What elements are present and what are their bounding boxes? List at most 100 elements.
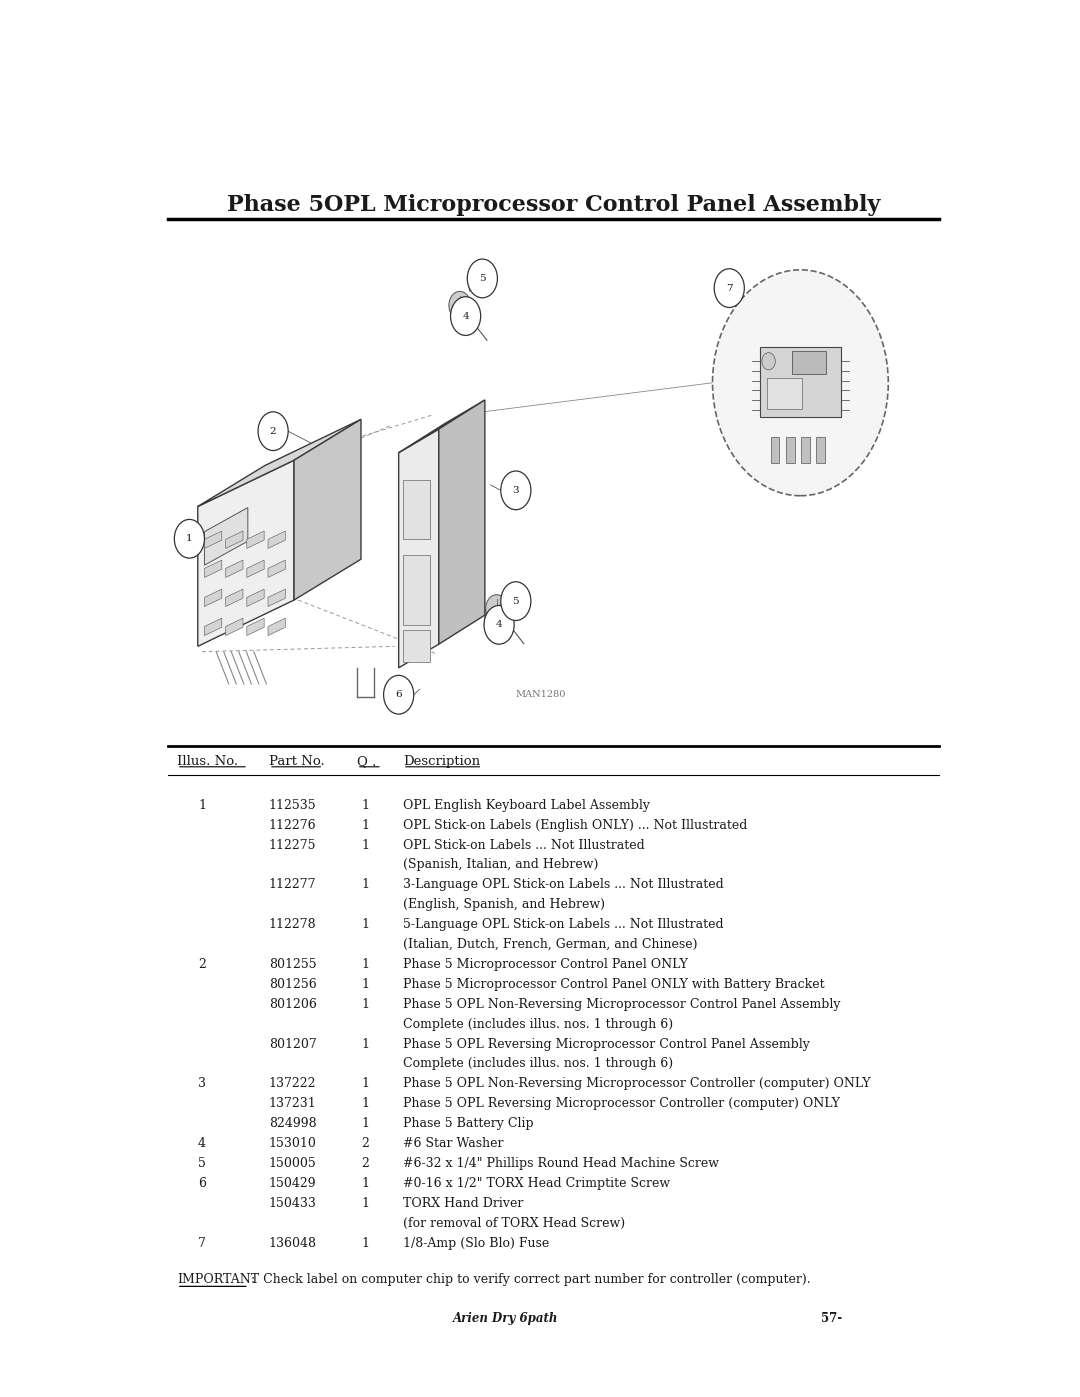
Text: :  Check label on computer chip to verify correct part number for controller (co: : Check label on computer chip to verify…: [252, 1274, 811, 1287]
Polygon shape: [247, 617, 265, 636]
Polygon shape: [268, 617, 285, 636]
Text: Phase 5 Microprocessor Control Panel ONLY: Phase 5 Microprocessor Control Panel ONL…: [403, 958, 688, 971]
Text: 1: 1: [361, 1077, 369, 1091]
Text: 1: 1: [361, 997, 369, 1011]
Bar: [816, 437, 825, 464]
Text: 2: 2: [270, 426, 276, 436]
Polygon shape: [438, 400, 485, 644]
Circle shape: [713, 270, 889, 496]
Text: 137231: 137231: [269, 1097, 316, 1111]
Circle shape: [468, 258, 498, 298]
Text: 4: 4: [198, 1137, 206, 1150]
Text: 801255: 801255: [269, 958, 316, 971]
Bar: [786, 437, 795, 464]
Text: 57-: 57-: [821, 1312, 842, 1326]
Text: Phase 5 Microprocessor Control Panel ONLY with Battery Bracket: Phase 5 Microprocessor Control Panel ONL…: [403, 978, 824, 990]
Text: OPL English Keyboard Label Assembly: OPL English Keyboard Label Assembly: [403, 799, 650, 812]
Text: OPL Stick-on Labels (English ONLY) ... Not Illustrated: OPL Stick-on Labels (English ONLY) ... N…: [403, 819, 747, 831]
Polygon shape: [226, 590, 243, 606]
Polygon shape: [204, 531, 221, 549]
Bar: [403, 555, 430, 624]
Text: 1: 1: [186, 534, 192, 543]
Circle shape: [761, 352, 775, 370]
Text: IMPORTANT: IMPORTANT: [177, 1274, 259, 1287]
Circle shape: [486, 595, 508, 623]
Polygon shape: [294, 419, 361, 601]
Text: 136048: 136048: [269, 1236, 316, 1249]
Text: 4: 4: [496, 620, 502, 629]
Text: 1: 1: [361, 1236, 369, 1249]
Text: 1: 1: [361, 838, 369, 852]
Text: 5: 5: [513, 597, 519, 606]
Text: 3: 3: [198, 1077, 206, 1091]
Text: OPL Stick-on Labels ... Not Illustrated: OPL Stick-on Labels ... Not Illustrated: [403, 838, 645, 852]
Text: 824998: 824998: [269, 1118, 316, 1130]
Text: 112275: 112275: [269, 838, 316, 852]
Bar: [760, 348, 840, 418]
Polygon shape: [399, 429, 438, 668]
Text: TORX Hand Driver: TORX Hand Driver: [403, 1197, 523, 1210]
Text: 2: 2: [198, 958, 206, 971]
Circle shape: [383, 675, 414, 714]
Polygon shape: [247, 531, 265, 549]
Text: Phase 5 OPL Non-Reversing Microprocessor Control Panel Assembly: Phase 5 OPL Non-Reversing Microprocessor…: [403, 997, 840, 1011]
Text: 1: 1: [361, 1176, 369, 1190]
Text: Illus. No.: Illus. No.: [177, 754, 238, 768]
Bar: [771, 437, 780, 464]
Text: 153010: 153010: [269, 1137, 316, 1150]
Circle shape: [258, 412, 288, 451]
Text: 1: 1: [361, 879, 369, 891]
Text: MAN1280: MAN1280: [516, 690, 566, 700]
Polygon shape: [268, 590, 285, 606]
Text: 7: 7: [198, 1236, 206, 1249]
Polygon shape: [226, 531, 243, 549]
Text: 7: 7: [726, 284, 732, 292]
Text: 1: 1: [361, 978, 369, 990]
Text: #0-16 x 1/2" TORX Head Crimptite Screw: #0-16 x 1/2" TORX Head Crimptite Screw: [403, 1176, 670, 1190]
Circle shape: [714, 268, 744, 307]
Text: 112277: 112277: [269, 879, 316, 891]
Polygon shape: [226, 560, 243, 577]
Text: Phase 5 OPL Reversing Microprocessor Controller (computer) ONLY: Phase 5 OPL Reversing Microprocessor Con…: [403, 1097, 840, 1111]
Text: Phase 5 OPL Reversing Microprocessor Control Panel Assembly: Phase 5 OPL Reversing Microprocessor Con…: [403, 1038, 810, 1051]
Polygon shape: [268, 531, 285, 549]
Polygon shape: [204, 590, 221, 606]
Text: 6: 6: [395, 690, 402, 700]
Text: 1: 1: [361, 799, 369, 812]
Text: 1: 1: [361, 918, 369, 932]
Text: 137222: 137222: [269, 1077, 316, 1091]
Text: 2: 2: [361, 1137, 369, 1150]
Text: Q .: Q .: [356, 754, 376, 768]
Text: 112276: 112276: [269, 819, 316, 831]
Text: 1: 1: [361, 819, 369, 831]
Polygon shape: [247, 560, 265, 577]
Text: #6-32 x 1/4" Phillips Round Head Machine Screw: #6-32 x 1/4" Phillips Round Head Machine…: [403, 1157, 719, 1169]
Polygon shape: [198, 419, 361, 507]
Bar: [403, 630, 430, 662]
Text: Phase 5OPL Microprocessor Control Panel Assembly: Phase 5OPL Microprocessor Control Panel …: [227, 194, 880, 217]
Text: 5-Language OPL Stick-on Labels ... Not Illustrated: 5-Language OPL Stick-on Labels ... Not I…: [403, 918, 724, 932]
Circle shape: [174, 520, 204, 559]
Text: 150433: 150433: [269, 1197, 316, 1210]
Text: 6: 6: [198, 1176, 206, 1190]
Polygon shape: [204, 560, 221, 577]
Polygon shape: [399, 400, 485, 453]
Text: 150005: 150005: [269, 1157, 316, 1169]
Text: 1: 1: [361, 1038, 369, 1051]
Circle shape: [484, 605, 514, 644]
Text: 1: 1: [361, 1097, 369, 1111]
Text: Phase 5 Battery Clip: Phase 5 Battery Clip: [403, 1118, 534, 1130]
Text: Part No.: Part No.: [269, 754, 325, 768]
Polygon shape: [226, 617, 243, 636]
Polygon shape: [247, 590, 265, 606]
Text: 5: 5: [480, 274, 486, 284]
Text: 1: 1: [361, 1118, 369, 1130]
Bar: [801, 437, 810, 464]
Circle shape: [501, 471, 531, 510]
Text: 801206: 801206: [269, 997, 316, 1011]
Bar: [403, 479, 430, 539]
Circle shape: [501, 581, 531, 620]
Text: 3-Language OPL Stick-on Labels ... Not Illustrated: 3-Language OPL Stick-on Labels ... Not I…: [403, 879, 724, 891]
Text: 112535: 112535: [269, 799, 316, 812]
Bar: [792, 351, 825, 374]
